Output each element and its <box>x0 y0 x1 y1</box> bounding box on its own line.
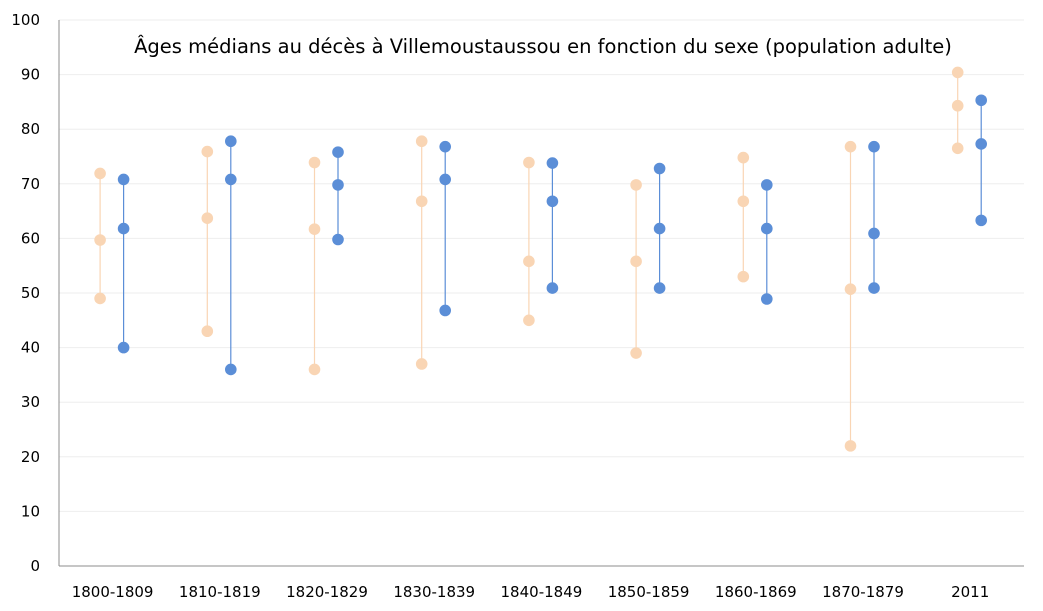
data-point-median <box>332 179 344 191</box>
y-tick-labels: 0 10 20 30 40 50 60 70 80 90 100 <box>11 11 40 575</box>
y-tick-label: 0 <box>30 557 40 575</box>
data-point-low <box>94 292 106 305</box>
data-point-median <box>439 173 452 186</box>
data-point-low <box>630 347 642 359</box>
chart-title: Âges médians au décès à Villemoustaussou… <box>134 35 952 58</box>
data-point-median <box>308 223 321 235</box>
data-point-high <box>201 145 214 158</box>
data-point-low <box>653 282 666 294</box>
data-point-low <box>737 270 750 283</box>
data-point-high <box>225 135 237 148</box>
x-tick-labels: 1800-1809 1810-1819 1820-1829 1830-1839 1840… <box>72 583 990 601</box>
data-point-median <box>546 195 559 208</box>
data-point-median <box>415 195 428 208</box>
x-tick-label: 1800-1809 <box>72 583 154 601</box>
data-point-high <box>975 94 987 107</box>
x-tick-label: 1840-1849 <box>501 583 583 601</box>
data-point-median <box>737 195 750 208</box>
data-point-high <box>761 179 773 191</box>
y-tick-label: 100 <box>11 11 40 29</box>
x-tick-label: 2011 <box>951 583 989 601</box>
data-point-high <box>653 162 666 175</box>
x-tick-label: 1810-1819 <box>179 583 261 601</box>
series <box>94 66 987 452</box>
data-point-high <box>117 173 130 186</box>
y-tick-label: 80 <box>21 120 40 138</box>
data-point-low <box>201 325 214 338</box>
x-tick-label: 1860-1869 <box>715 583 797 601</box>
data-point-median <box>653 222 666 235</box>
data-point-low <box>844 440 857 452</box>
axes <box>58 20 1024 567</box>
y-tick-label: 50 <box>21 284 40 302</box>
data-point-high <box>844 140 857 153</box>
data-point-low <box>332 233 344 246</box>
data-point-median <box>225 173 237 186</box>
data-point-low <box>439 304 452 317</box>
y-tick-label: 30 <box>21 393 40 411</box>
data-point-low <box>761 293 773 305</box>
data-point-median <box>94 234 106 246</box>
data-point-low <box>951 142 964 155</box>
data-point-median <box>201 212 214 224</box>
y-tick-label: 60 <box>21 229 40 247</box>
x-tick-label: 1850-1859 <box>608 583 690 601</box>
y-tick-label: 70 <box>21 175 40 193</box>
x-tick-label: 1870-1879 <box>822 583 904 601</box>
y-tick-label: 20 <box>21 448 40 466</box>
data-point-median <box>761 222 773 235</box>
data-point-low <box>225 363 237 376</box>
data-point-median <box>844 283 857 295</box>
data-point-low <box>975 214 987 227</box>
data-point-high <box>546 157 559 169</box>
data-point-high <box>630 179 642 191</box>
data-point-high <box>439 140 452 153</box>
data-point-high <box>415 135 428 148</box>
data-point-high <box>951 66 964 79</box>
data-point-low <box>415 358 428 370</box>
x-tick-label: 1820-1829 <box>286 583 368 601</box>
data-point-high <box>308 156 321 169</box>
data-point-high <box>523 156 535 169</box>
data-point-high <box>332 146 344 158</box>
data-point-median <box>523 255 535 268</box>
data-point-high <box>94 167 106 180</box>
series-2 <box>117 94 987 376</box>
y-tick-label: 40 <box>21 339 40 357</box>
data-point-median <box>117 222 130 235</box>
data-point-high <box>868 140 880 153</box>
y-tick-label: 90 <box>21 66 40 84</box>
data-point-low <box>523 314 535 327</box>
data-point-median <box>630 255 642 268</box>
data-point-low <box>117 341 130 354</box>
data-point-median <box>975 138 987 150</box>
series-1 <box>94 66 964 452</box>
data-point-low <box>308 363 321 376</box>
data-point-low <box>868 282 880 294</box>
y-tick-label: 10 <box>21 502 40 520</box>
data-point-high <box>737 151 750 164</box>
data-point-median <box>868 227 880 240</box>
data-point-median <box>951 99 964 112</box>
gridlines <box>59 19 1024 512</box>
x-tick-label: 1830-1839 <box>393 583 475 601</box>
data-point-low <box>546 282 559 294</box>
